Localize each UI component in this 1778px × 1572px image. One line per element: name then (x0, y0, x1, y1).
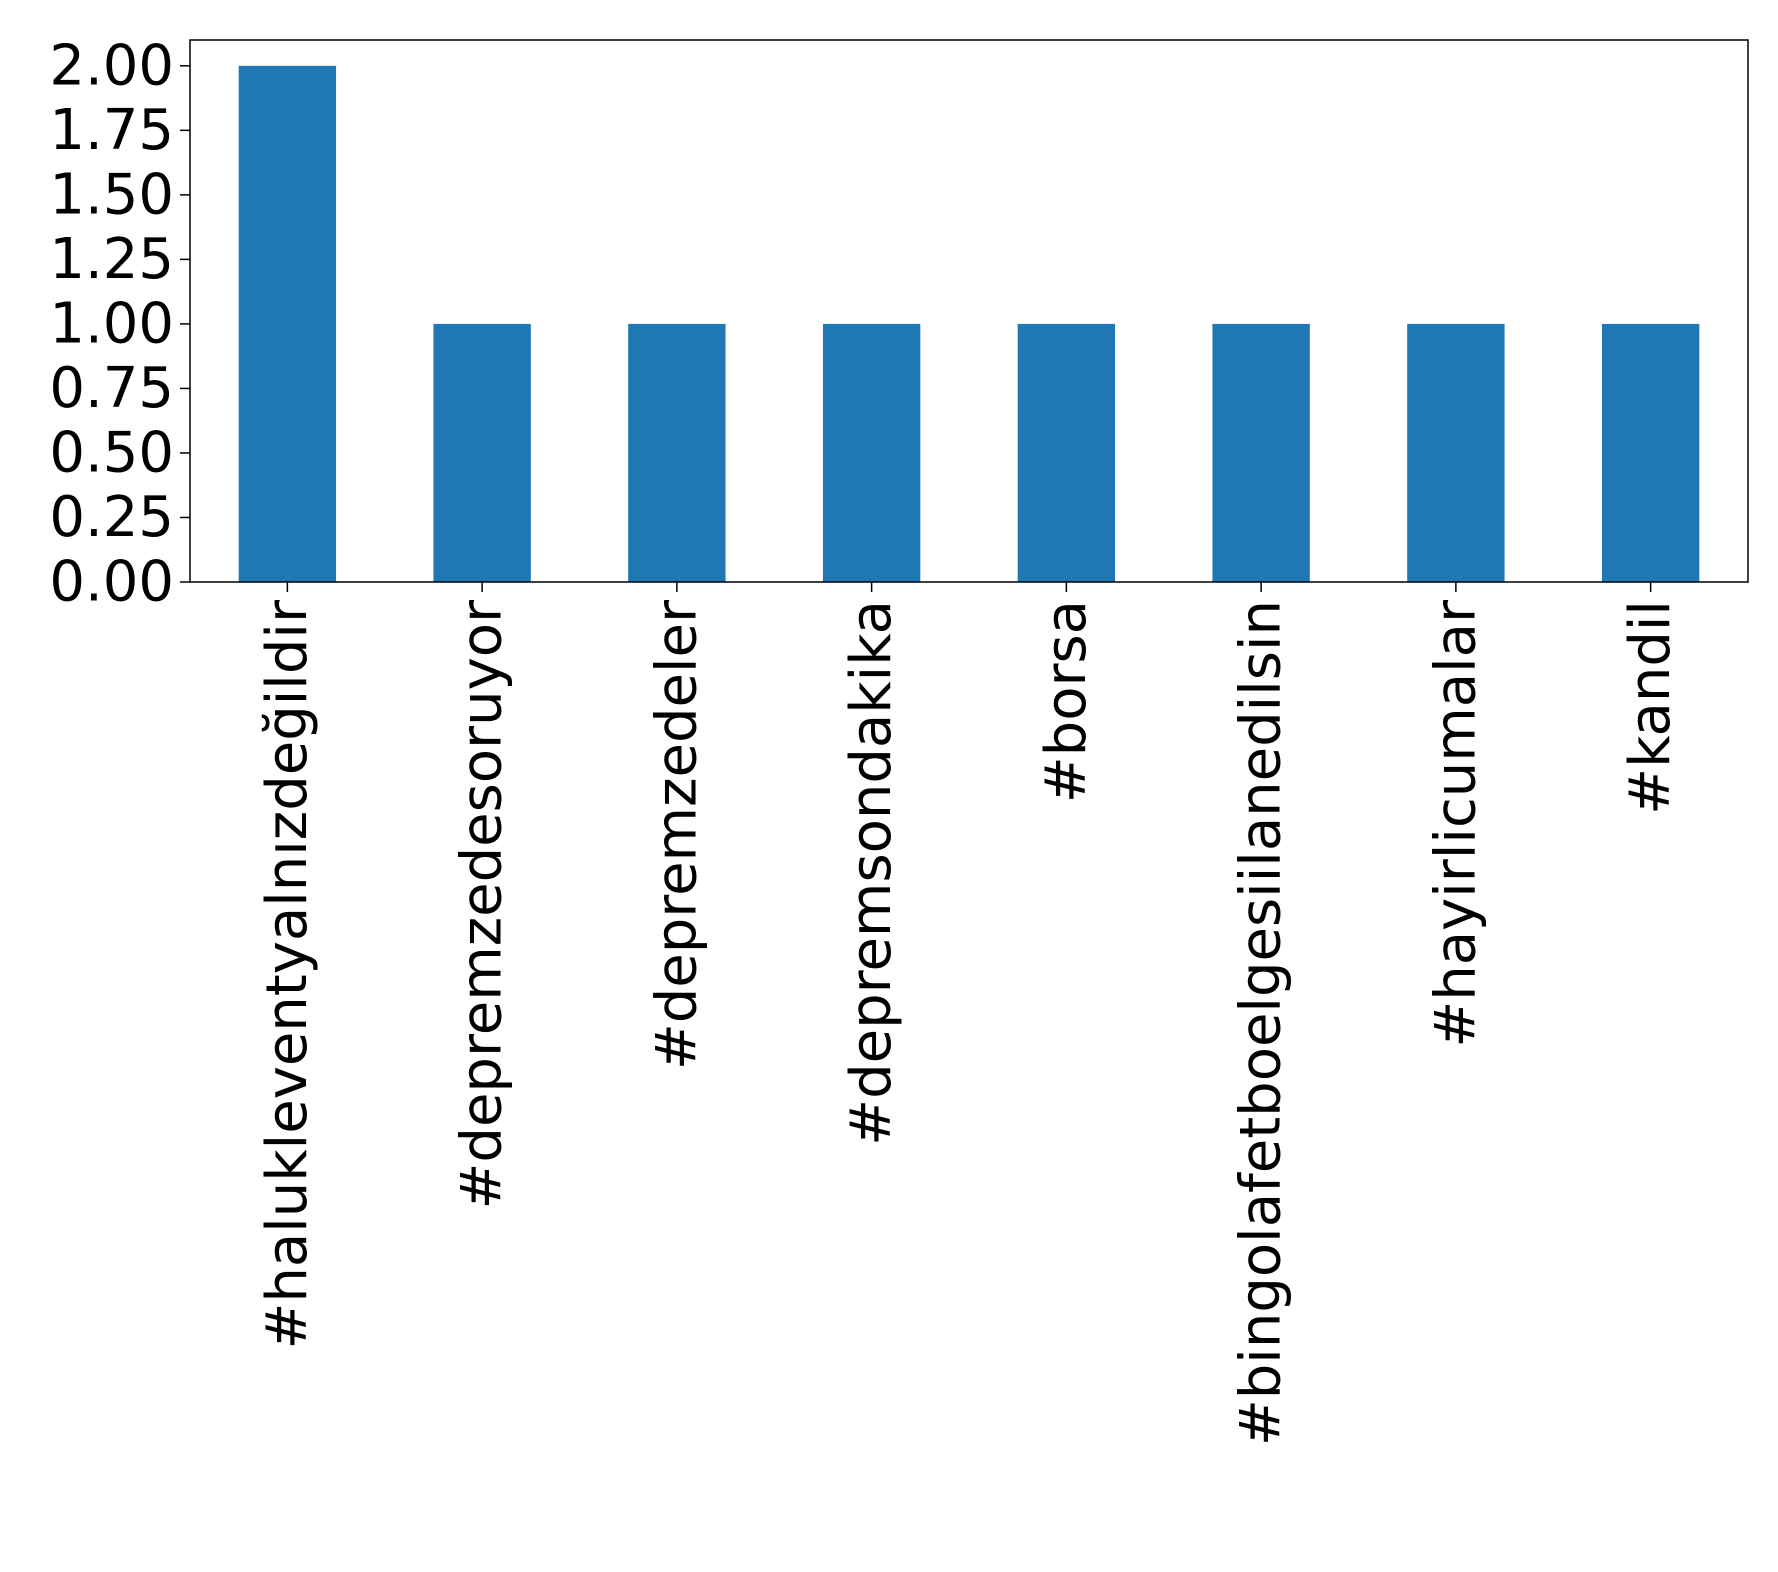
y-tick-label-6: 1.50 (49, 162, 174, 227)
y-tick-label-0: 0.00 (49, 550, 174, 615)
plot-frame (189, 39, 1749, 583)
x-tick-label-7: #kandil (1618, 600, 1683, 815)
x-tick-label-6: #hayirlicumalar (1423, 599, 1488, 1048)
y-tick-label-8: 2.00 (49, 33, 174, 98)
bar-7 (1601, 323, 1700, 582)
x-tick-label-2: #depremzedeler (644, 599, 709, 1070)
bar-6 (1407, 323, 1505, 582)
bar-0 (238, 65, 337, 583)
bar-1 (433, 323, 531, 582)
bar-2 (628, 323, 726, 582)
x-tick-label-5: #bingolafetboelgesiilanedilsin (1229, 600, 1294, 1446)
x-tick-label-1: #depremzedesoruyor (450, 599, 515, 1209)
bar-4 (1017, 323, 1116, 582)
y-tick-label-3: 0.75 (49, 356, 174, 421)
x-axis-ticks: #halukleventyalnızdeğildir #depremzedesor… (255, 582, 1683, 1446)
y-tick-label-5: 1.25 (49, 227, 174, 292)
y-tick-label-2: 0.50 (49, 420, 174, 485)
y-axis-ticks: 0.000.250.500.751.001.251.501.752.00 (49, 33, 190, 615)
bars-group (238, 65, 1700, 583)
y-tick-label-1: 0.25 (49, 485, 174, 550)
x-tick-label-3: #depremsondakika (839, 600, 904, 1146)
x-tick-label-4: #borsa (1034, 600, 1099, 803)
y-tick-label-4: 1.00 (49, 291, 174, 356)
bar-3 (822, 323, 921, 582)
x-tick-label-0: #halukleventyalnızdeğildir (255, 599, 320, 1349)
y-tick-label-7: 1.75 (49, 98, 174, 163)
bar-5 (1212, 323, 1310, 582)
